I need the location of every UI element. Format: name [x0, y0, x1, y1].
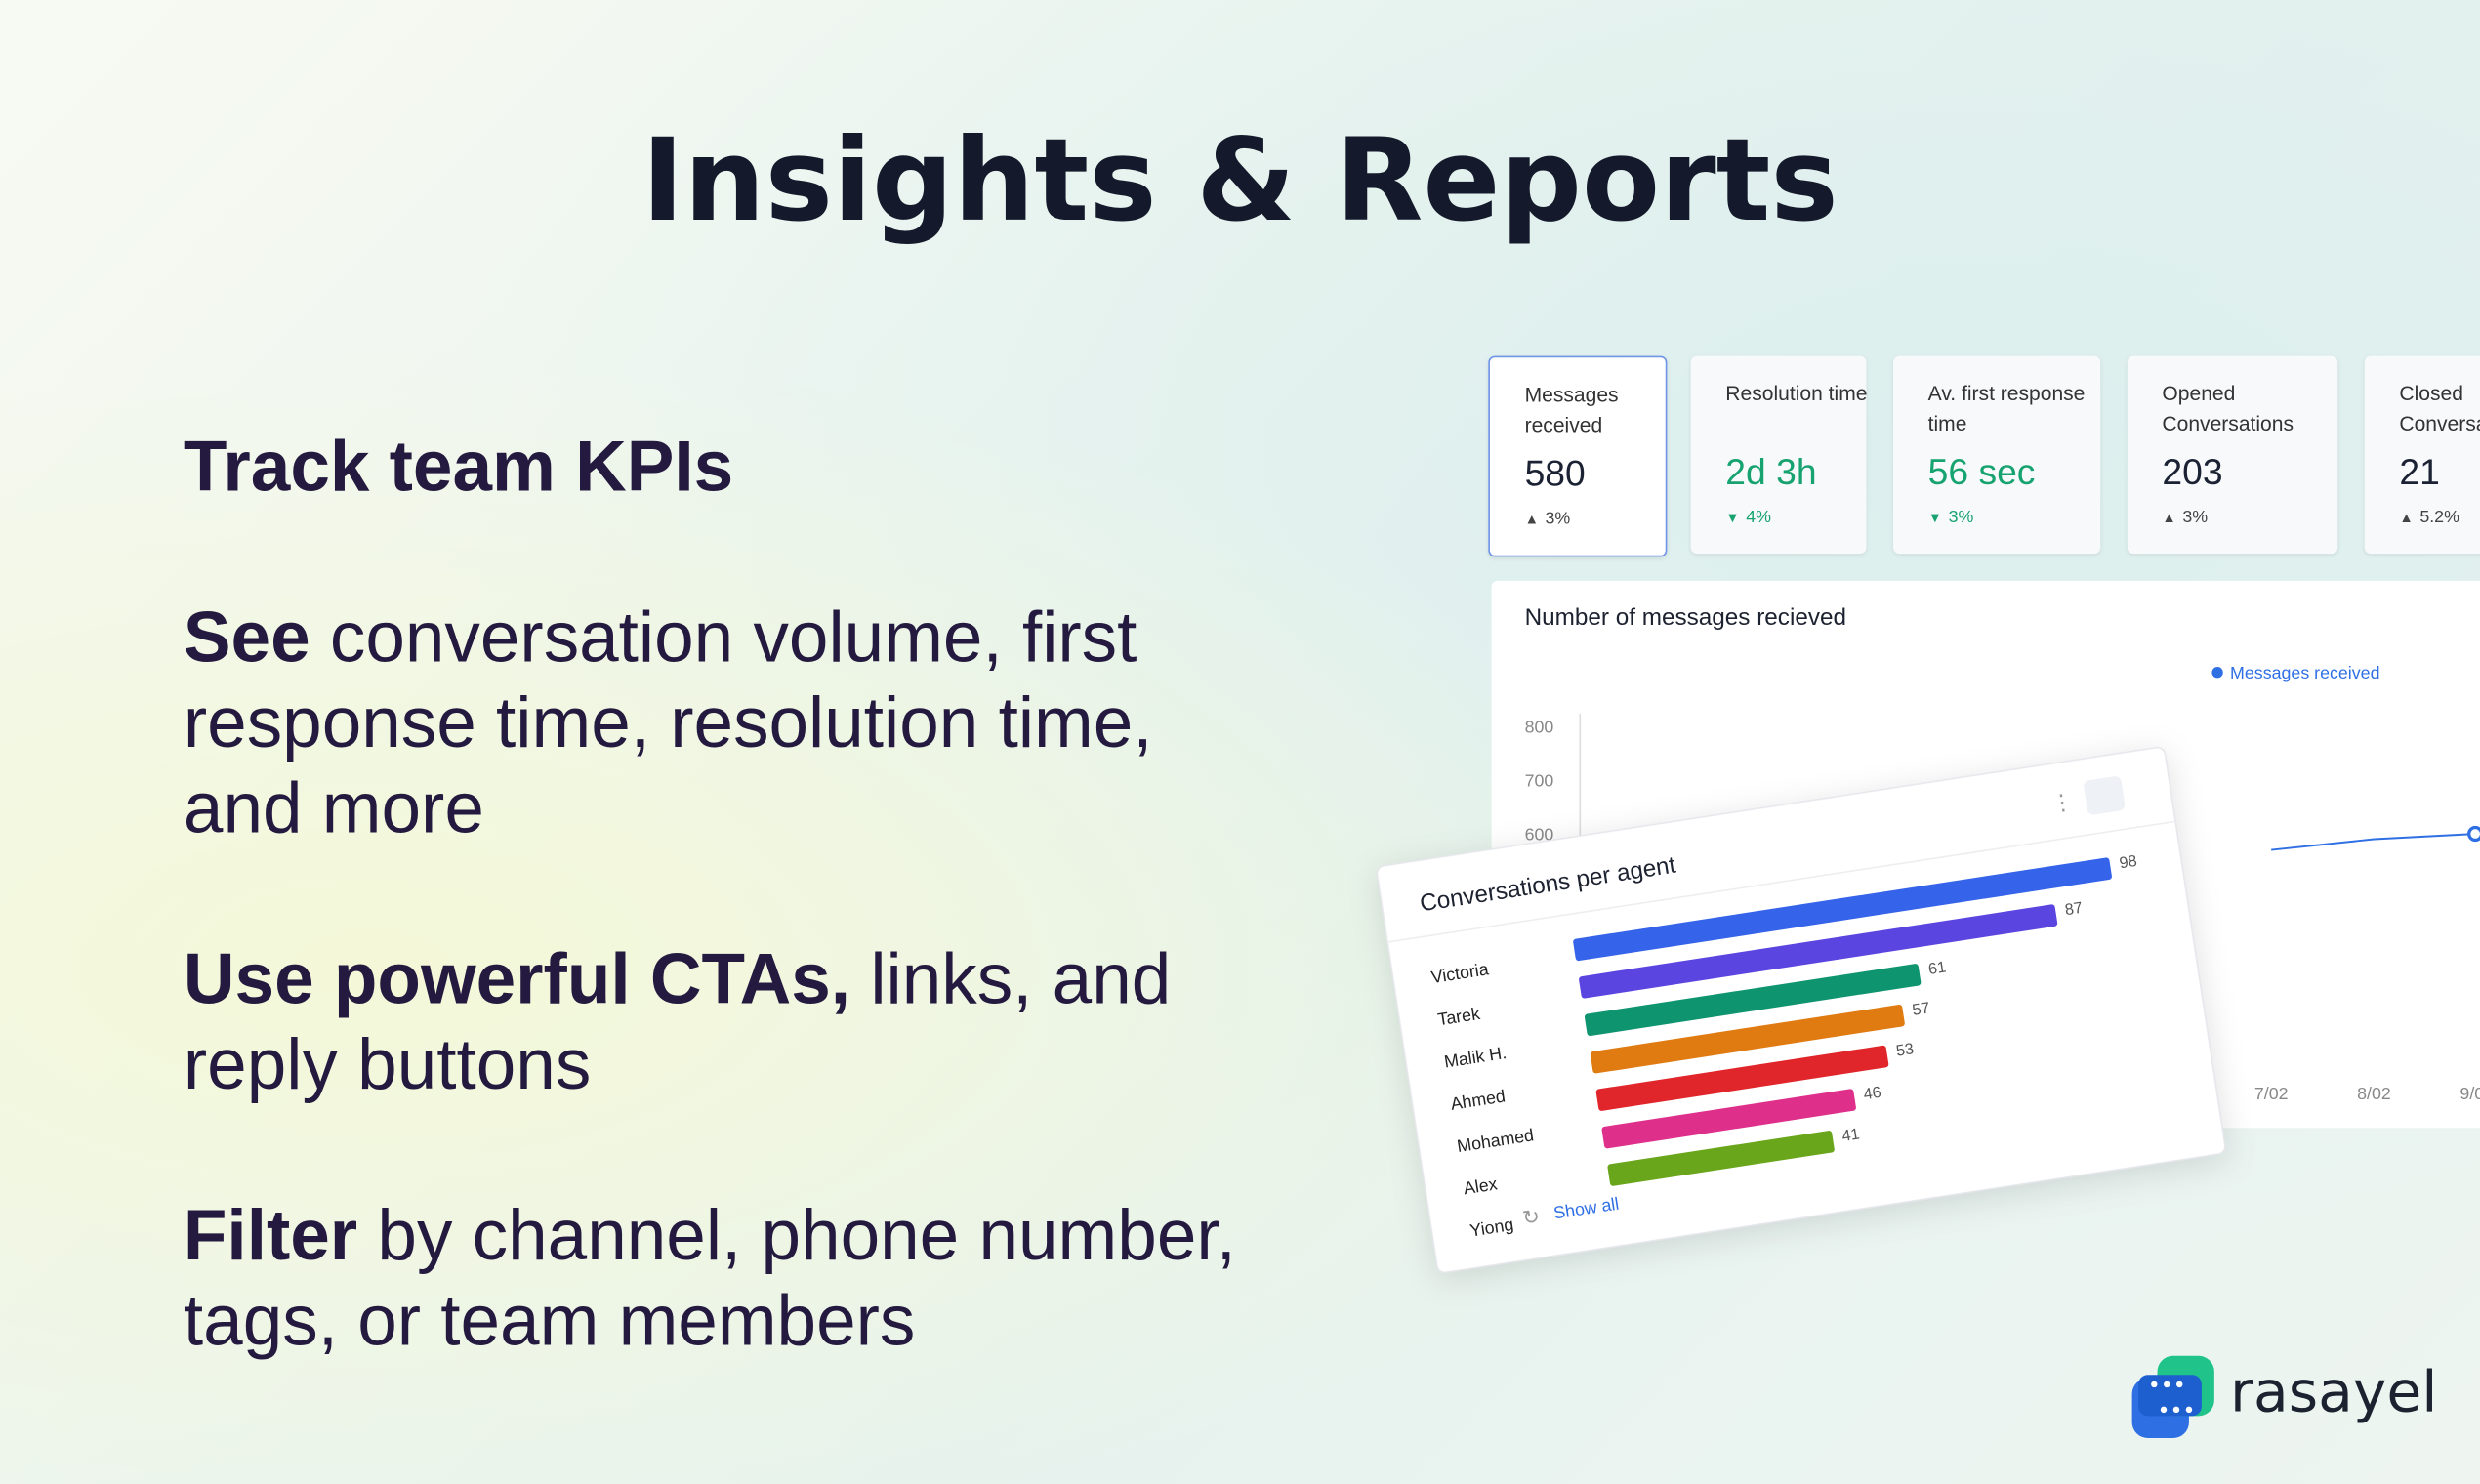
kpi-change: ▼ 3%: [1928, 508, 1974, 526]
x-tick-label: 8/02: [2357, 1084, 2391, 1103]
feature-text: links, and reply buttons: [183, 937, 1172, 1105]
kpi-arrow: ▲: [1524, 511, 1540, 527]
kpi-label: Messages received: [1524, 383, 1619, 437]
feature-bold: See: [183, 596, 310, 678]
y-tick-label: 800: [1525, 717, 1554, 736]
logo-icon: [2131, 1355, 2214, 1439]
kpi-label: Opened Conversations: [2162, 381, 2294, 435]
kpi-card: Messages received 580 ▲ 3%: [1488, 355, 1668, 557]
kpi-change-value: 3%: [1948, 508, 1974, 527]
x-tick-label: 9/02: [2459, 1084, 2480, 1103]
kpi-change-value: 4%: [1746, 508, 1772, 527]
menu-icon: ⋮: [2049, 788, 2075, 816]
legend-dot: [2211, 667, 2223, 679]
value-label: 98: [2118, 852, 2138, 873]
y-tick-label: 700: [1525, 770, 1554, 790]
expand-icon: [2084, 776, 2126, 815]
divider: [1386, 820, 2176, 943]
legend-label: Messages received: [2230, 663, 2379, 682]
kpi-change: ▲ 5.2%: [2399, 508, 2459, 526]
kpi-change-value: 3%: [1545, 509, 1571, 529]
bar: [1607, 1131, 1835, 1186]
kpi-change: ▲ 3%: [1525, 510, 1571, 528]
kpi-change-value: 5.2%: [2419, 508, 2459, 527]
feature-text: conversation volume, first response time…: [183, 596, 1153, 848]
bar: [1595, 1045, 1889, 1111]
brand: rasayel: [2230, 1360, 2438, 1426]
x-tick-label: 7/02: [2254, 1084, 2289, 1103]
bar: [1584, 964, 1922, 1036]
kpi-card: Resolution time 2d 3h ▼ 4%: [1690, 355, 1867, 555]
feature: Track team KPIs: [184, 424, 1291, 510]
kpi-arrow: ▲: [2399, 509, 2414, 526]
y-tick-label: 600: [1525, 824, 1554, 844]
feature-text: by channel, phone number, tags, or team …: [183, 1194, 1236, 1361]
feature: Filter by channel, phone number, tags, o…: [184, 1193, 1291, 1364]
kpi-value: 21: [2399, 450, 2440, 492]
kpi-arrow: ▼: [1927, 509, 1943, 526]
line: [2271, 833, 2477, 851]
bar: [1601, 1089, 1856, 1149]
bar-chart: Conversations per agent⋮Victoria98Tarek8…: [1376, 746, 2226, 1274]
kpi-arrow: ▼: [1725, 509, 1740, 526]
feature-bold: Use powerful CTAs,: [183, 937, 851, 1019]
value-label: 46: [1862, 1084, 1882, 1104]
kpi-value: 580: [1524, 452, 1586, 494]
value-label: 41: [1840, 1125, 1861, 1145]
kpi-card: Opened Conversations 203 ▲ 3%: [2127, 355, 2338, 555]
kpi-change: ▼ 4%: [1725, 508, 1771, 526]
kpi-value: 56 sec: [1927, 450, 2036, 492]
feature: Use powerful CTAs, links, and reply butt…: [184, 936, 1291, 1107]
chart-title: Number of messages recieved: [1525, 604, 1846, 631]
kpi-card: Closed Conversations 21 ▲ 5.2%: [2364, 355, 2480, 555]
kpi-value: 2d 3h: [1725, 450, 1817, 492]
kpi-arrow: ▲: [2162, 509, 2176, 526]
kpi-value: 203: [2162, 450, 2223, 492]
feature-bold: Track team KPIs: [183, 425, 734, 507]
bar: [1573, 857, 2112, 962]
kpi-label: Av. first response time: [1927, 381, 2086, 435]
features: Track team KPIs See conversation volume, …: [184, 424, 1291, 1449]
refresh-icon: ↻: [1521, 1206, 1542, 1230]
value-label: 57: [1911, 999, 1931, 1019]
value-label: 53: [1895, 1040, 1916, 1060]
point: [2467, 825, 2480, 843]
kpi-card: Av. first response time 56 sec ▼ 3%: [1893, 355, 2101, 555]
value-label: 87: [2064, 899, 2085, 920]
kpi-label: Closed Conversations: [2399, 381, 2480, 435]
kpi-change: ▲ 3%: [2162, 508, 2208, 526]
bar: [1590, 1005, 1905, 1074]
bar: [1579, 904, 2058, 999]
feature: See conversation volume, first response …: [184, 595, 1291, 851]
title: Insights & Reports: [641, 113, 1839, 247]
kpi-label: Resolution time: [1725, 381, 1868, 405]
feature-bold: Filter: [183, 1194, 358, 1276]
value-label: 61: [1927, 958, 1948, 978]
kpi-change-value: 3%: [2182, 508, 2209, 527]
